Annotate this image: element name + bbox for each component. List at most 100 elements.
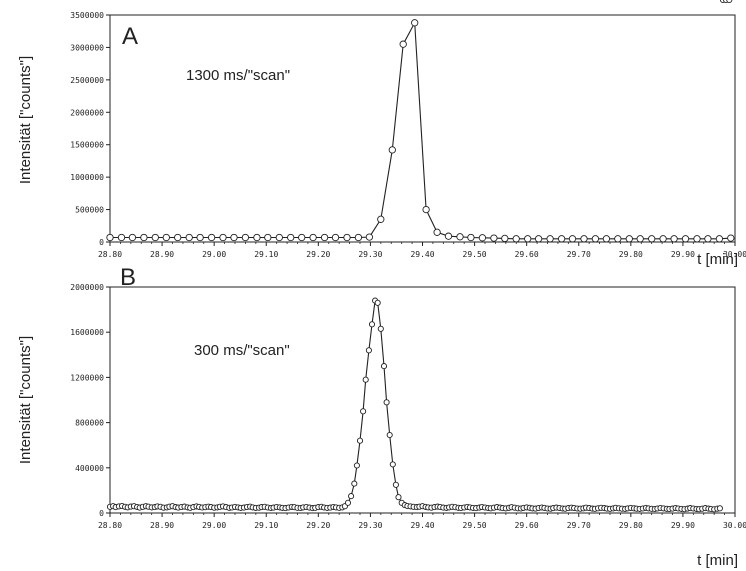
x-tick-label-a: 29.90 [671,250,695,259]
x-tick-label-b: 29.40 [410,521,434,530]
data-point-b [374,299,381,306]
panel-label-b: B [120,264,136,291]
y-tick-label-a: 0 [99,238,104,247]
data-point-b [380,363,388,370]
x-tick-label-a: 29.50 [463,250,487,259]
y-tick-label-b: 800000 [75,419,104,428]
series-points-a [106,19,735,243]
data-point-a [275,233,283,242]
x-tick-label-a: 30.00 [723,250,746,259]
data-point-a [727,234,735,242]
x-tick-label-b: 29.80 [619,521,643,530]
data-point-a [648,235,656,243]
data-point-a [365,233,374,241]
x-tick-label-b: 29.20 [306,521,330,530]
data-point-a [411,19,419,27]
data-point-a [422,205,430,214]
x-ticks-a: 28.80 28.90 29.00 29.10 29.20 29.30 29.40 29.50… [98,242,746,259]
data-point-a [185,233,193,242]
data-point-b [377,325,384,332]
data-point-a [557,235,566,243]
y-tick-label-b: 0 [99,509,104,518]
x-tick-label-b: 29.90 [671,521,695,530]
y-tick-label-a: 3500000 [70,11,104,20]
data-point-b [353,462,360,469]
series-points-b [106,0,733,513]
y-tick-label-a: 3000000 [70,43,104,52]
data-point-b [726,0,733,4]
data-point-a [602,235,611,243]
x-tick-label-b: 29.60 [515,521,539,530]
data-point-a [287,233,295,242]
panel-a: 0 500000 1000000 1500000 2000000 2500000 30000… [17,11,746,268]
data-point-a [625,235,633,243]
data-point-a [264,233,272,242]
x-tick-label-a: 29.00 [202,250,226,259]
x-tick-label-a: 29.40 [410,250,434,259]
data-point-a [377,215,385,223]
data-point-a [591,235,600,243]
data-point-a [106,233,114,242]
x-tick-label-a: 29.70 [567,250,591,259]
data-point-a [219,233,227,242]
data-point-a [354,233,363,242]
y-tick-label-a: 500000 [75,206,104,215]
data-point-a [580,235,588,243]
data-point-a [230,233,238,242]
y-ticks-a: 0 500000 1000000 1500000 2000000 2500000 30000… [70,11,110,247]
data-point-b [351,480,358,487]
data-point-a [524,235,532,243]
x-tick-label-b: 28.90 [150,521,174,530]
data-point-b [365,347,372,354]
data-point-b [348,493,355,500]
data-point-b [392,481,399,488]
data-point-a [636,235,644,243]
x-tick-label-a: 28.90 [150,250,174,259]
data-point-a [501,234,509,243]
x-tick-label-a: 29.80 [619,250,643,259]
x-tick-label-a: 29.10 [254,250,278,259]
data-point-a [512,235,520,243]
data-point-b [368,321,376,328]
x-tick-label-b: 29.30 [358,521,382,530]
data-point-a [320,233,329,242]
x-axis-title-b: t [min] [697,552,738,569]
y-ticks-b: 0 400000 800000 1200000 1600000 2000000 [70,283,110,518]
data-point-a [467,233,475,242]
data-point-a [207,233,216,242]
data-point-b [389,461,396,468]
panel-b: 0 400000 800000 1200000 1600000 2000000 28.80… [17,0,746,569]
x-tick-label-a: 29.30 [358,250,382,259]
data-point-a [670,235,678,243]
plot-frame-a [109,14,736,243]
y-tick-label-a: 1500000 [70,141,104,150]
data-point-a [388,146,396,154]
y-tick-label-a: 2500000 [70,76,104,85]
x-tick-label-a: 29.60 [515,250,539,259]
y-axis-title-a: Intensität ["counts"] [17,56,34,184]
data-point-a [117,233,126,242]
data-point-a [614,235,622,243]
data-point-b [360,408,367,415]
data-point-a [162,233,170,242]
data-point-a [343,233,351,242]
data-point-a [298,233,306,242]
x-tick-label-a: 28.80 [98,250,122,259]
data-point-a [546,235,554,243]
x-axis-title-a: t [min] [697,251,738,268]
data-point-a [140,233,148,242]
y-tick-label-b: 1600000 [70,328,104,337]
data-point-a [331,233,340,242]
data-point-a [174,233,182,242]
x-ticks-b: 28.80 28.90 29.00 29.10 29.20 29.30 29.40 29.50… [98,513,746,530]
data-point-a [196,233,204,242]
data-point-a [444,232,453,240]
data-point-b [362,376,369,383]
annotation-b: 300 ms/"scan" [194,342,290,359]
y-tick-label-b: 1200000 [70,373,104,382]
x-tick-label-b: 28.80 [98,521,122,530]
data-point-a [399,40,407,48]
data-point-a [704,235,712,243]
data-point-b [344,499,352,506]
data-point-a [151,233,159,242]
